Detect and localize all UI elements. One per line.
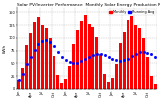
- Bar: [99, 54, 102, 89]
- Bar: [45, 28, 48, 89]
- Bar: [72, 44, 75, 89]
- Bar: [92, 27, 94, 89]
- Y-axis label: kWh: kWh: [3, 44, 7, 53]
- Bar: [138, 28, 141, 89]
- Bar: [56, 75, 59, 89]
- Bar: [123, 32, 126, 89]
- Bar: [103, 74, 106, 89]
- Bar: [29, 33, 32, 89]
- Bar: [134, 24, 137, 89]
- Bar: [146, 57, 149, 89]
- Bar: [119, 43, 122, 89]
- Bar: [76, 30, 79, 89]
- Bar: [41, 25, 44, 89]
- Text: Solar PV/Inverter Performance  Monthly Solar Energy Production Running Average: Solar PV/Inverter Performance Monthly So…: [17, 3, 160, 7]
- Bar: [88, 24, 91, 89]
- Bar: [17, 80, 20, 89]
- Bar: [95, 37, 98, 89]
- Bar: [37, 17, 40, 89]
- Bar: [142, 38, 145, 89]
- Bar: [60, 83, 63, 89]
- Bar: [80, 22, 83, 89]
- Bar: [52, 56, 56, 89]
- Bar: [107, 82, 110, 89]
- Bar: [127, 20, 129, 89]
- Bar: [84, 15, 87, 89]
- Bar: [25, 46, 28, 89]
- Bar: [111, 78, 114, 89]
- Legend: Monthly, Running Avg: Monthly, Running Avg: [108, 9, 156, 15]
- Bar: [68, 66, 71, 89]
- Bar: [154, 84, 157, 89]
- Bar: [64, 79, 67, 89]
- Bar: [33, 22, 36, 89]
- Bar: [150, 76, 153, 89]
- Bar: [21, 68, 24, 89]
- Bar: [115, 64, 118, 89]
- Bar: [49, 38, 52, 89]
- Bar: [130, 16, 133, 89]
